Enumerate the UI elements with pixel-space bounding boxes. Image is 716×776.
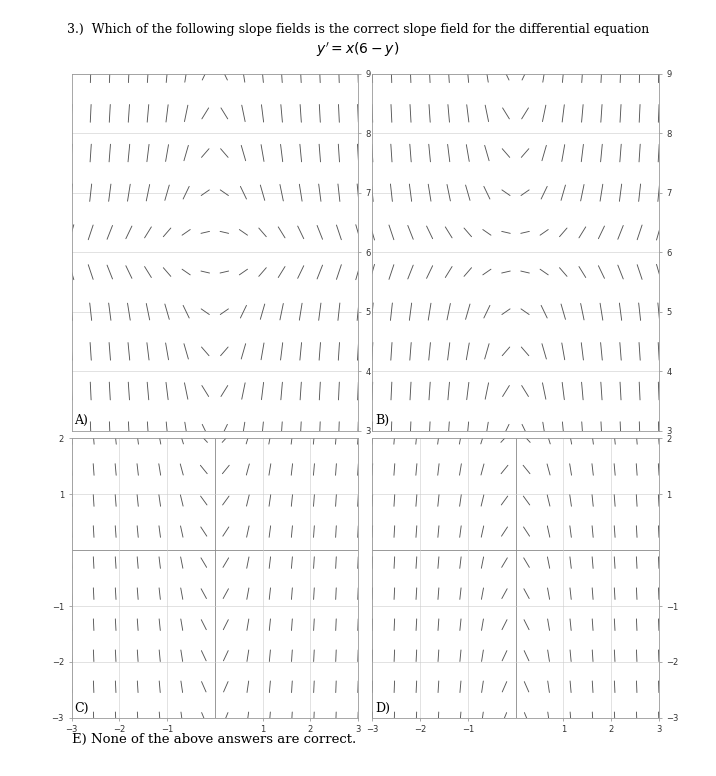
Text: C): C) bbox=[74, 702, 89, 715]
Text: A): A) bbox=[74, 414, 88, 427]
Text: 3.)  Which of the following slope fields is the correct slope field for the diff: 3.) Which of the following slope fields … bbox=[67, 23, 649, 36]
Text: D): D) bbox=[375, 702, 390, 715]
Text: E) None of the above answers are correct.: E) None of the above answers are correct… bbox=[72, 733, 356, 747]
Text: $y' = x(6 - y)$: $y' = x(6 - y)$ bbox=[316, 40, 400, 58]
Text: B): B) bbox=[375, 414, 390, 427]
